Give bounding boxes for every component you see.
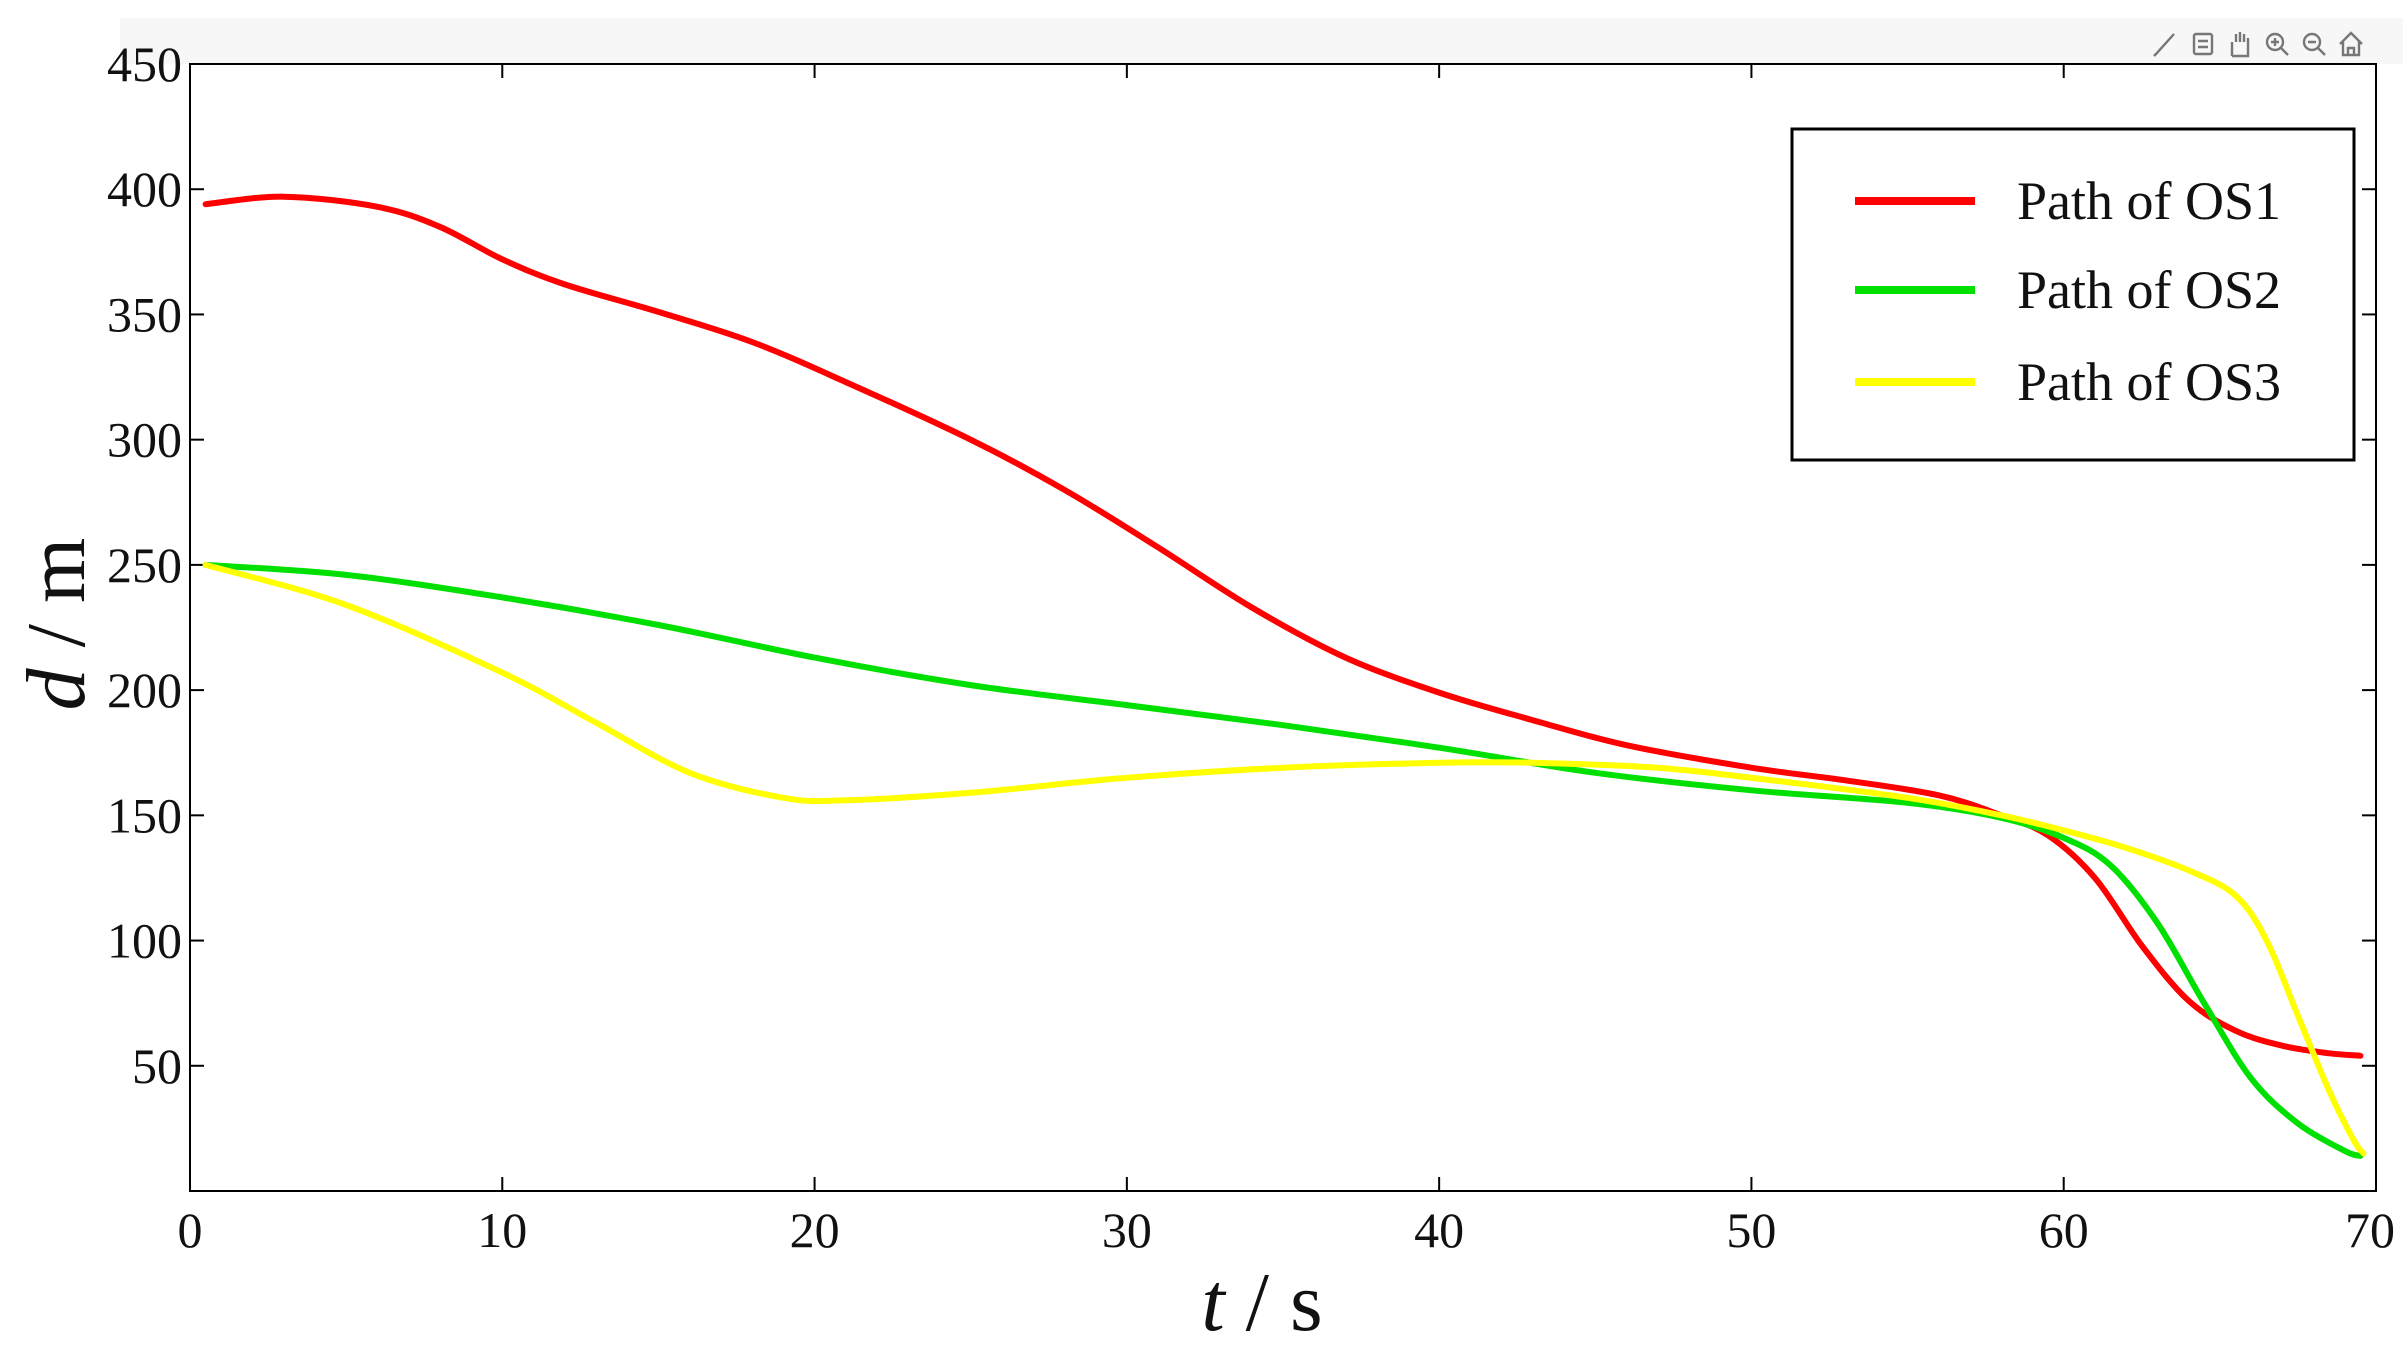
y-tick-label: 200 (107, 662, 182, 718)
legend-label-os3: Path of OS3 (2017, 352, 2281, 412)
series-line-os1 (202, 193, 2364, 1059)
home-icon[interactable] (2339, 31, 2363, 57)
pan-hand-icon[interactable] (2230, 32, 2250, 58)
x-tick-label: 0 (178, 1202, 203, 1258)
x-axis-title: t / s (1201, 1256, 1322, 1346)
toolbar-strip (120, 18, 2403, 64)
x-tick-label: 10 (477, 1202, 527, 1258)
zoom-in-icon[interactable] (2265, 32, 2289, 56)
plot-frame (189, 63, 2377, 1192)
x-tick-label: 40 (1414, 1202, 1464, 1258)
y-tick-label: 400 (107, 161, 182, 217)
legend: Path of OS1 Path of OS2 Path of OS3 (1790, 127, 2356, 462)
legend-label-os1: Path of OS1 (2017, 171, 2281, 231)
y-tick-label: 250 (107, 537, 182, 593)
y-axis-title-unit: / m (10, 538, 103, 669)
y-tick-label: 300 (107, 412, 182, 468)
y-axis-ticks: 50 100 150 200 250 300 350 400 450 (107, 36, 2376, 1094)
y-axis-title: d / m (10, 538, 103, 711)
legend-label-os2: Path of OS2 (2017, 260, 2281, 320)
zoom-out-icon[interactable] (2302, 32, 2326, 56)
figure-toolbar (2153, 31, 2363, 58)
x-axis-ticks: 0 10 20 30 40 50 60 70 (178, 64, 2395, 1258)
x-tick-label: 60 (2039, 1202, 2089, 1258)
x-tick-label: 70 (2345, 1202, 2395, 1258)
data-cursor-icon[interactable] (2192, 32, 2214, 56)
y-tick-label: 50 (132, 1038, 182, 1094)
x-tick-label: 20 (790, 1202, 840, 1258)
y-tick-label: 100 (107, 913, 182, 969)
x-tick-label: 30 (1102, 1202, 1152, 1258)
y-tick-label: 450 (107, 36, 182, 92)
brush-icon[interactable] (2153, 33, 2175, 57)
x-axis-title-unit: / s (1225, 1256, 1323, 1346)
y-axis-title-italic: d (10, 667, 103, 710)
y-tick-label: 350 (107, 286, 182, 342)
legend-box (1790, 127, 2356, 462)
series-line-os2 (202, 561, 2364, 1159)
y-tick-label: 150 (107, 787, 182, 843)
x-tick-label: 50 (1726, 1202, 1776, 1258)
series-line-os3 (202, 561, 2367, 1157)
x-axis-title-italic: t (1201, 1256, 1227, 1346)
series-layer (202, 193, 2367, 1159)
